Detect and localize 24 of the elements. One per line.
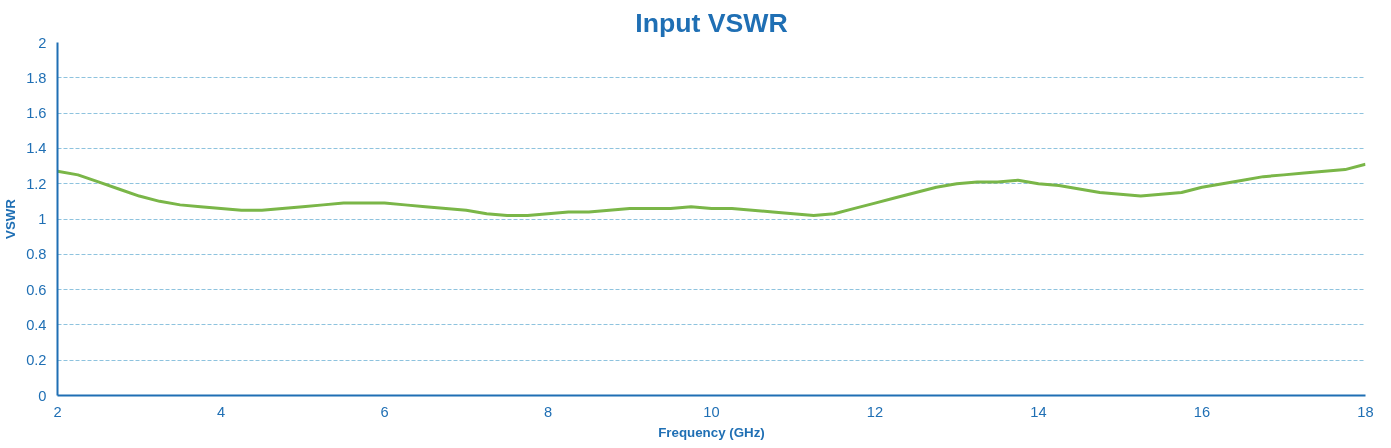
x-tick-label: 12 — [866, 403, 884, 420]
y-tick-label: 0.4 — [26, 316, 47, 333]
y-tick-label: 1.4 — [26, 140, 47, 157]
x-tick-label: 6 — [380, 403, 389, 420]
x-tick-label: 18 — [1357, 403, 1374, 420]
x-axis-title: Frequency (GHz) — [658, 424, 765, 440]
x-tick-label: 8 — [543, 403, 553, 420]
y-tick-label: 1.2 — [26, 175, 47, 192]
x-tick-label: 14 — [1030, 403, 1047, 420]
y-tick-label: 0 — [38, 387, 47, 404]
x-tick-label: 16 — [1193, 403, 1211, 420]
y-tick-label: 0.2 — [26, 352, 47, 369]
y-axis-title: VSWR — [3, 198, 19, 239]
x-tick-label: 2 — [53, 403, 62, 420]
y-tick-label: 0.8 — [26, 246, 47, 263]
y-tick-label: 0.6 — [26, 281, 47, 298]
chart-title: Input VSWR — [635, 7, 788, 38]
y-tick-label: 1.8 — [26, 69, 47, 86]
x-tick-label: 4 — [216, 403, 226, 420]
y-tick-label: 2 — [38, 34, 47, 51]
y-tick-label: 1.6 — [26, 105, 47, 122]
line-series — [57, 162, 1366, 217]
x-tick-label: 10 — [703, 403, 720, 420]
y-tick-label: 1 — [38, 211, 47, 227]
